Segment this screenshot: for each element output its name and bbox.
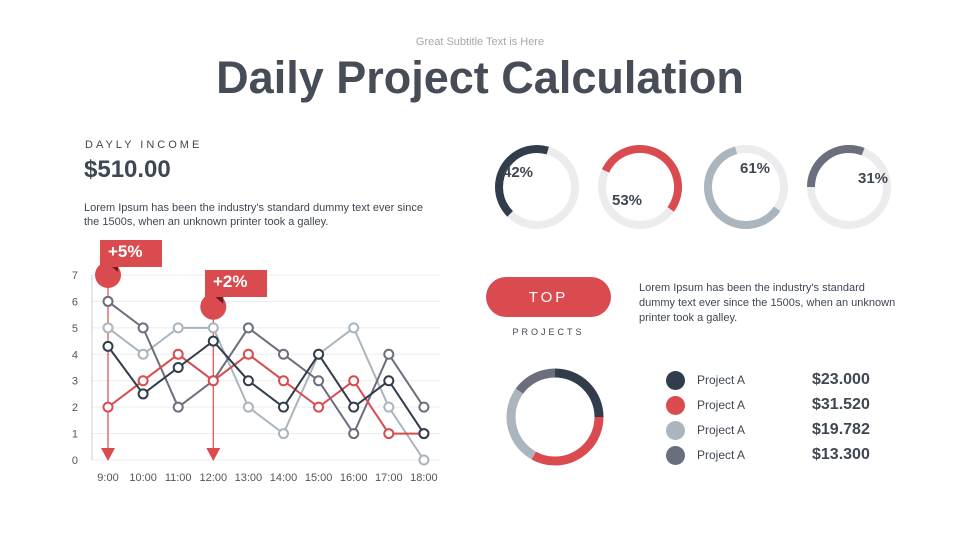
legend-item: Project A $13.300	[666, 445, 886, 465]
data-point	[348, 322, 360, 334]
data-point	[207, 322, 219, 334]
x-tick-label: 15:00	[305, 472, 333, 484]
data-point	[418, 454, 430, 466]
y-tick-label: 1	[72, 429, 78, 441]
top-button[interactable]: TOP	[486, 277, 611, 317]
line-chart: 0 1 2 3 4 5 6 7 9:00 10:00 11:00 12:00 13:00 14:00 15:…	[72, 262, 440, 484]
ring-progress	[598, 145, 682, 230]
donut-segment	[506, 368, 604, 466]
ring-progress	[807, 145, 891, 229]
legend-item: Project A $31.520	[666, 395, 886, 415]
data-point	[278, 348, 289, 360]
legend-item: Project A $19.782	[666, 420, 886, 440]
data-point	[418, 428, 430, 440]
income-value: $510.00	[84, 156, 171, 183]
arrow-down-icon	[206, 448, 221, 461]
data-point	[313, 375, 325, 387]
page-title: Daily Project Calculation	[216, 52, 744, 103]
series-line	[107, 326, 425, 461]
x-tick-label: 16:00	[340, 472, 368, 484]
data-point	[137, 348, 149, 360]
series-line	[107, 353, 424, 435]
ring-label: 53%	[612, 192, 643, 209]
ring-label: 61%	[740, 160, 771, 177]
data-point	[313, 348, 325, 360]
x-tick-label: 11:00	[165, 472, 192, 484]
data-point	[137, 388, 149, 400]
data-point	[207, 335, 219, 347]
data-point	[278, 375, 289, 387]
data-point	[242, 375, 254, 387]
income-label: DAYLY INCOME	[85, 139, 203, 151]
x-tick-label: 12:00	[200, 472, 228, 484]
data-point	[278, 401, 289, 413]
subtitle: Great Subtitle Text is Here	[415, 36, 545, 48]
data-point	[207, 375, 219, 387]
data-point	[383, 401, 395, 413]
data-point	[137, 322, 149, 334]
x-tick-label: 9:00	[97, 472, 118, 484]
legend-name: Project A	[697, 448, 746, 462]
y-tick-label: 7	[72, 270, 78, 282]
y-tick-label: 5	[72, 323, 78, 335]
progress-rings	[495, 145, 891, 230]
donut-chart	[506, 368, 604, 466]
y-tick-label: 4	[72, 349, 78, 361]
y-tick-label: 3	[72, 376, 78, 388]
legend-amount: $23.000	[812, 371, 870, 388]
data-point	[172, 401, 184, 413]
data-point	[278, 428, 289, 440]
data-point	[172, 348, 184, 360]
ring-label: 31%	[858, 170, 889, 187]
legend-dot	[666, 420, 685, 440]
data-point	[383, 375, 395, 387]
callout-tag: +2%	[205, 270, 267, 297]
legend-amount: $19.782	[812, 421, 870, 438]
callout-tag: +5%	[100, 240, 162, 267]
projects-label: PROJECTS	[512, 327, 585, 337]
y-tick-label: 2	[72, 402, 78, 414]
y-tick-label: 0	[72, 455, 78, 467]
x-tick-label: 18:00	[410, 472, 438, 484]
ring-progress	[495, 145, 579, 229]
series-line	[107, 339, 425, 435]
data-point	[383, 428, 395, 440]
data-point	[102, 295, 114, 307]
data-point	[383, 348, 395, 360]
legend-item: Project A $23.000	[666, 370, 886, 390]
data-point	[348, 428, 360, 440]
data-point	[242, 322, 254, 334]
top-description: Lorem Ipsum has been the industry's stan…	[639, 282, 896, 324]
legend-dot	[666, 395, 685, 415]
x-tick-label: 14:00	[270, 472, 298, 484]
data-point	[313, 401, 325, 413]
legend-name: Project A	[697, 373, 746, 387]
legend-dot	[666, 445, 685, 465]
x-tick-label: 17:00	[375, 472, 403, 484]
data-point	[102, 340, 114, 352]
data-point	[348, 375, 360, 387]
y-tick-label: 6	[72, 296, 78, 308]
data-point	[172, 322, 184, 334]
data-point	[102, 401, 114, 413]
x-tick-label: 10:00	[129, 472, 157, 484]
legend-amount: $13.300	[812, 446, 870, 463]
donut-segment	[506, 368, 604, 466]
x-tick-label: 13:00	[235, 472, 263, 484]
legend-name: Project A	[697, 423, 746, 437]
data-point	[348, 401, 360, 413]
data-point	[137, 375, 149, 387]
legend-dot	[666, 370, 685, 390]
donut-segment	[506, 368, 604, 466]
income-description: Lorem Ipsum has been the industry's stan…	[84, 202, 423, 228]
data-point	[418, 401, 430, 413]
data-point	[172, 362, 184, 373]
legend-name: Project A	[697, 398, 746, 412]
ring-label: 42%	[503, 164, 534, 181]
data-point	[242, 348, 254, 360]
data-point	[242, 401, 254, 413]
arrow-down-icon	[101, 448, 115, 461]
legend-amount: $31.520	[812, 396, 870, 413]
data-point	[102, 322, 114, 334]
